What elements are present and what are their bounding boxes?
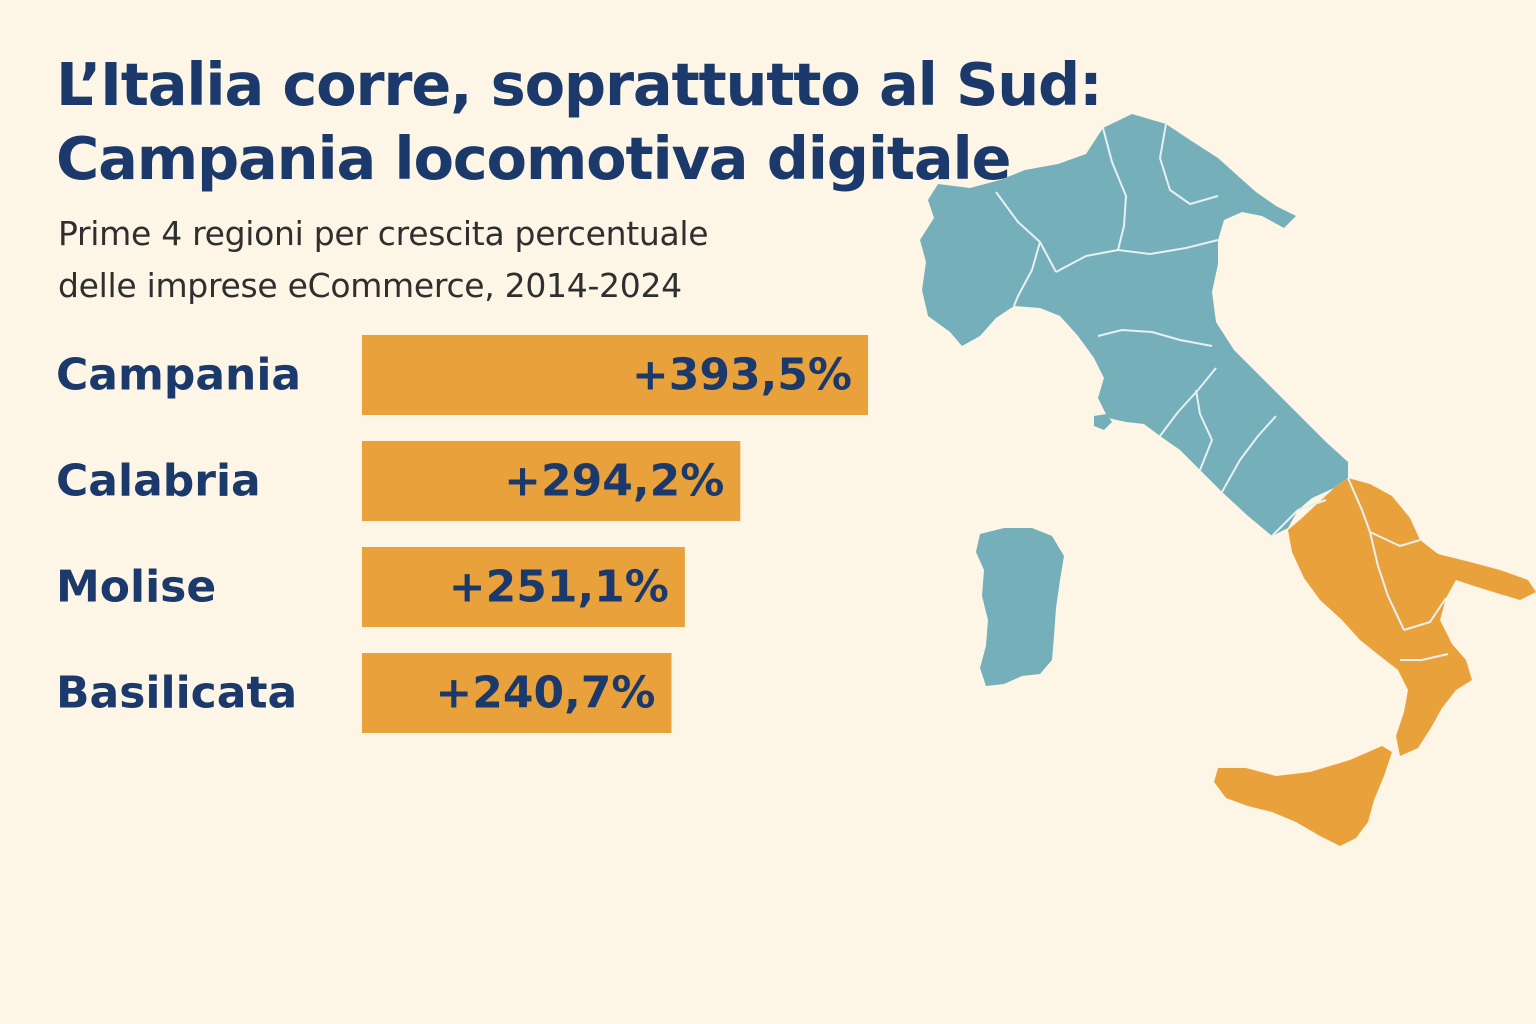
- bar-molise: [362, 547, 685, 627]
- chart-title: L’Italia corre, soprattutto al Sud: Camp…: [56, 48, 1256, 196]
- value-label-molise: +251,1%: [449, 562, 669, 613]
- chart-subtitle: Prime 4 regioni per crescita percentuale…: [58, 208, 858, 312]
- value-label-campania: +393,5%: [632, 350, 852, 401]
- bar-chart-svg: Campania +393,5% Calabria +294,2% Molise +251…: [56, 335, 868, 733]
- value-label-calabria: +294,2%: [504, 456, 724, 507]
- map-south-borders: [1347, 477, 1449, 661]
- category-label-campania: Campania: [56, 350, 301, 401]
- value-label-basilicata: +240,7%: [435, 668, 655, 719]
- title-line-2: Campania locomotiva digitale: [56, 124, 1012, 193]
- bar-calabria: [362, 441, 741, 521]
- category-label-molise: Molise: [56, 562, 216, 613]
- bar-chart: Campania +393,5% Calabria +294,2% Molise +251…: [0, 320, 900, 760]
- bar-basilicata: [362, 653, 672, 733]
- category-label-basilicata: Basilicata: [56, 668, 297, 719]
- italy-map-svg: [920, 114, 1536, 846]
- bar-campania: [362, 335, 868, 415]
- category-label-calabria: Calabria: [56, 456, 261, 507]
- italy-map: [900, 100, 1536, 860]
- map-sardinia: [976, 528, 1064, 686]
- map-elba: [1094, 414, 1112, 430]
- map-north-center: [920, 114, 1348, 536]
- map-sicily: [1214, 746, 1392, 846]
- subtitle-line-2: delle imprese eCommerce, 2014-2024: [58, 266, 682, 305]
- subtitle-line-1: Prime 4 regioni per crescita percentuale: [58, 214, 709, 253]
- map-region-borders: [995, 123, 1327, 537]
- title-line-1: L’Italia corre, soprattutto al Sud:: [56, 50, 1103, 119]
- map-south-mainland: [1288, 478, 1536, 756]
